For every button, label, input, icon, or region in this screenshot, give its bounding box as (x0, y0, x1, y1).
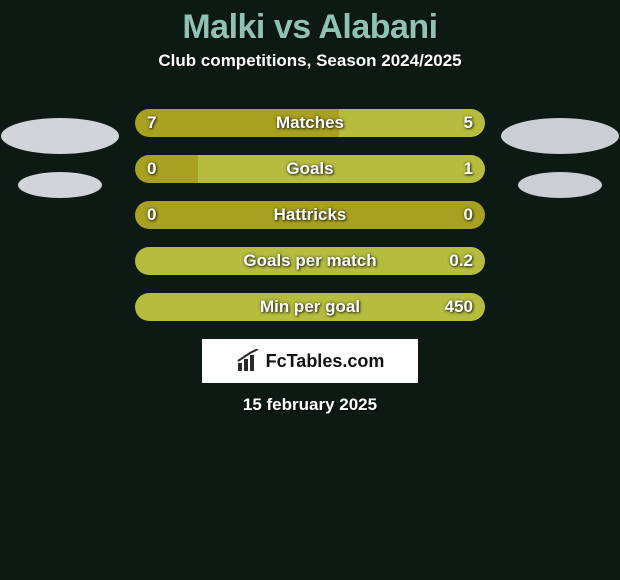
stat-labels: Goals per match0.2 (135, 247, 485, 275)
logo-text: FcTables.com (266, 351, 385, 372)
stat-value-right: 0 (425, 205, 473, 225)
stat-row: Goals per match0.2 (135, 247, 485, 275)
infographic-date: 15 february 2025 (0, 395, 620, 415)
stat-labels: 7Matches5 (135, 109, 485, 137)
stat-row: 7Matches5 (135, 109, 485, 137)
stat-value-left: 7 (147, 113, 195, 133)
stat-labels: 0Goals1 (135, 155, 485, 183)
stat-name: Min per goal (195, 297, 425, 317)
stat-value-right: 0.2 (425, 251, 473, 271)
stat-value-right: 5 (425, 113, 473, 133)
stat-value-right: 1 (425, 159, 473, 179)
bar-chart-icon (236, 349, 260, 373)
stat-row: Min per goal450 (135, 293, 485, 321)
right-avatar-column (500, 118, 620, 198)
player1-avatar-placeholder (1, 118, 119, 154)
player2-avatar-placeholder (501, 118, 619, 154)
comparison-bars: 7Matches50Goals10Hattricks0Goals per mat… (135, 109, 485, 321)
stat-name: Hattricks (195, 205, 425, 225)
stat-labels: Min per goal450 (135, 293, 485, 321)
subtitle: Club competitions, Season 2024/2025 (0, 51, 620, 71)
stat-value-right: 450 (425, 297, 473, 317)
stat-value-left: 0 (147, 159, 195, 179)
player1-badge-placeholder (18, 172, 102, 198)
stat-row: 0Goals1 (135, 155, 485, 183)
left-avatar-column (0, 118, 120, 198)
stat-value-left: 0 (147, 205, 195, 225)
stat-name: Goals per match (195, 251, 425, 271)
stat-name: Matches (195, 113, 425, 133)
stat-row: 0Hattricks0 (135, 201, 485, 229)
player2-badge-placeholder (518, 172, 602, 198)
stat-labels: 0Hattricks0 (135, 201, 485, 229)
stat-name: Goals (195, 159, 425, 179)
fctables-logo[interactable]: FcTables.com (202, 339, 418, 383)
page-title: Malki vs Alabani (0, 0, 620, 51)
